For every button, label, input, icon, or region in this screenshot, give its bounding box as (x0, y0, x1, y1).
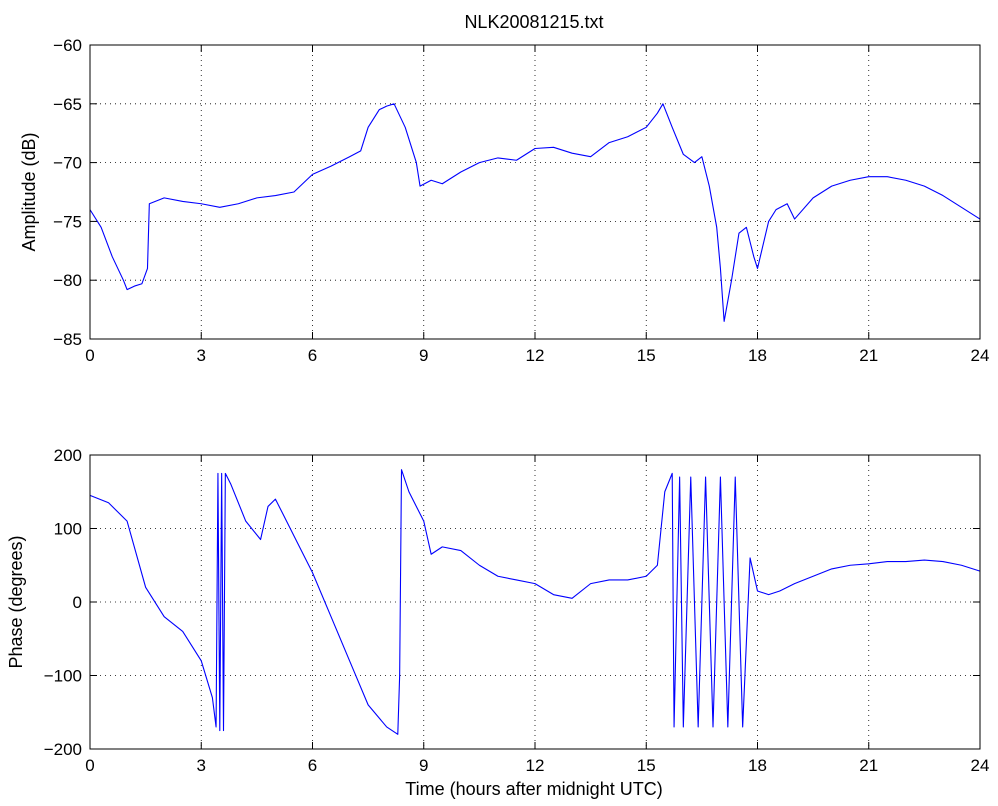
y-tick-label: 200 (54, 446, 82, 465)
y-tick-label: −85 (53, 330, 82, 349)
y-tick-label: −200 (44, 740, 82, 759)
x-tick-label: 18 (748, 756, 767, 775)
y-tick-label: −60 (53, 36, 82, 55)
amplitude-x-ticks: 0 3 6 9 12 15 18 21 24 (85, 45, 989, 365)
x-tick-label: 3 (197, 346, 206, 365)
x-tick-label: 15 (637, 346, 656, 365)
x-tick-label: 9 (419, 346, 428, 365)
y-tick-label: 100 (54, 520, 82, 539)
x-tick-label: 24 (971, 346, 990, 365)
y-tick-label: −70 (53, 154, 82, 173)
x-tick-label: 21 (859, 346, 878, 365)
series-line (89, 469, 981, 735)
x-tick-label: 12 (526, 346, 545, 365)
x-tick-label: 18 (748, 346, 767, 365)
x-tick-label: 12 (526, 756, 545, 775)
amplitude-y-ticks: −60 −65 −70 −75 −80 −85 (53, 36, 980, 349)
amplitude-y-axis-label: Amplitude (dB) (19, 132, 39, 251)
x-tick-label: 0 (85, 346, 94, 365)
x-axis-label: Time (hours after midnight UTC) (405, 779, 662, 799)
x-tick-label: 15 (637, 756, 656, 775)
x-tick-label: 24 (971, 756, 990, 775)
phase-y-ticks: 200 100 0 −100 −200 (44, 446, 980, 759)
phase-x-ticks: 0 3 6 9 12 15 18 21 24 (85, 455, 989, 775)
phase-panel: 0 3 6 9 12 15 18 21 24 200 100 0 −100 −200 Phase (de… (6, 446, 989, 799)
x-tick-label: 3 (197, 756, 206, 775)
phase-series (89, 469, 981, 735)
chart-title: NLK20081215.txt (464, 12, 603, 32)
y-tick-label: 0 (73, 593, 82, 612)
y-tick-label: −75 (53, 212, 82, 231)
y-tick-label: −80 (53, 271, 82, 290)
amplitude-grid (90, 45, 980, 339)
amplitude-plot-area (90, 45, 980, 339)
y-tick-label: −100 (44, 667, 82, 686)
x-tick-label: 6 (308, 756, 317, 775)
amplitude-panel: NLK20081215.txt 0 3 6 9 12 15 18 21 24 −60 −65 −70… (19, 12, 989, 365)
x-tick-label: 0 (85, 756, 94, 775)
x-tick-label: 9 (419, 756, 428, 775)
phase-grid (90, 455, 980, 749)
y-tick-label: −65 (53, 95, 82, 114)
series-line (89, 103, 981, 322)
phase-y-axis-label: Phase (degrees) (6, 535, 26, 668)
x-tick-label: 21 (859, 756, 878, 775)
x-tick-label: 6 (308, 346, 317, 365)
